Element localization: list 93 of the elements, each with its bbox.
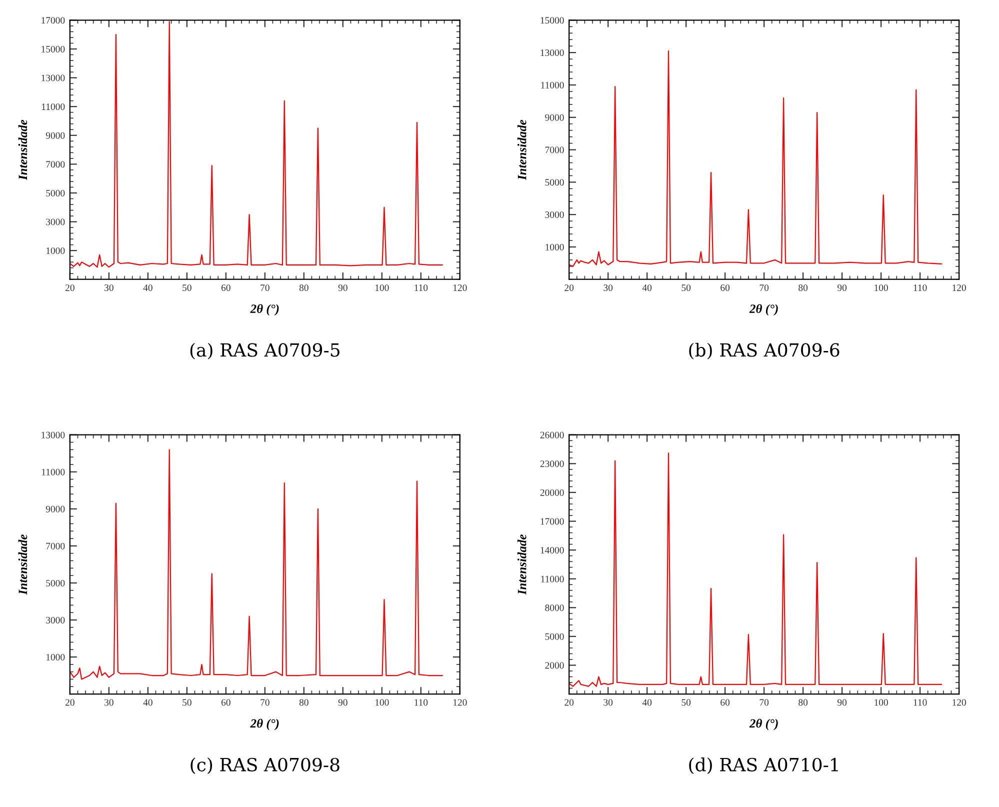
- x-tick-label: 60: [720, 284, 730, 292]
- y-tick-label: 3000: [545, 211, 564, 218]
- x-tick-label: 80: [299, 699, 308, 706]
- x-tick-label: 40: [143, 699, 152, 706]
- y-tick-label: 17000: [42, 17, 65, 24]
- y-tick-label: 7000: [545, 146, 564, 154]
- x-tick-label: 120: [453, 699, 467, 706]
- line-series: [569, 50, 942, 267]
- x-tick-label: 100: [874, 699, 888, 706]
- y-tick-label: 23000: [540, 460, 564, 468]
- x-tick-label: 90: [338, 284, 348, 292]
- x-tick-label: 70: [260, 699, 270, 706]
- y-tick-label: 15000: [42, 46, 65, 52]
- x-tick-label: 30: [604, 699, 613, 706]
- y-tick-label: 5000: [46, 190, 65, 196]
- x-tick-label: 40: [143, 284, 152, 292]
- y-tick-label: 9000: [46, 506, 65, 512]
- y-tick-label: 26000: [540, 432, 564, 438]
- text: (d) RAS A0710-1: [689, 757, 838, 774]
- x-tick-label: 60: [221, 699, 230, 706]
- x-tick-label: 20: [65, 284, 74, 292]
- text: (a) RAS A0709-5: [190, 342, 340, 360]
- x-tick-label: 50: [182, 699, 192, 706]
- x-tick-label: 110: [414, 699, 428, 706]
- x-tick-label: 50: [182, 284, 192, 292]
- x-tick-label: 80: [798, 699, 808, 706]
- y-tick-label: 13000: [42, 74, 65, 82]
- y-tick-label: 11000: [541, 576, 564, 582]
- y-tick-label: 9000: [46, 132, 65, 139]
- line-series: [569, 452, 942, 687]
- x-tick-label: 100: [375, 699, 389, 706]
- x-tick-label: 70: [760, 284, 769, 292]
- x-tick-label: 40: [642, 284, 652, 292]
- x-tick-label: 120: [453, 284, 467, 292]
- x-tick-label: 90: [838, 699, 847, 706]
- y-tick-label: 9000: [545, 114, 564, 121]
- x-tick-label: 80: [798, 284, 808, 292]
- x-tick-label: 30: [104, 284, 114, 292]
- y-tick-label: 2000: [545, 662, 564, 669]
- y-tick-label: 11000: [42, 103, 65, 110]
- x-tick-label: 120: [952, 284, 966, 292]
- x-tick-label: 100: [874, 284, 888, 292]
- y-axis-title: Intensidade: [517, 534, 526, 595]
- y-axis-title: Intensidade: [18, 534, 28, 595]
- x-tick-label: 80: [299, 284, 308, 292]
- x-tick-label: 20: [564, 284, 574, 292]
- x-tick-label: 70: [760, 699, 769, 706]
- x-tick-label: 100: [375, 284, 389, 292]
- x-tick-label: 70: [260, 284, 270, 292]
- x-tick-label: 40: [642, 699, 652, 706]
- x-axis-title: 2θ (°): [749, 304, 778, 316]
- y-tick-label: 5000: [545, 633, 564, 640]
- x-tick-label: 30: [604, 284, 613, 292]
- y-tick-label: 11000: [541, 82, 564, 88]
- text: (c) RAS A0709-8: [190, 757, 340, 774]
- line-series: [70, 449, 443, 680]
- y-tick-label: 11000: [42, 468, 65, 476]
- x-tick-label: 110: [914, 284, 927, 292]
- x-tick-label: 50: [682, 284, 691, 292]
- y-tick-label: 13000: [42, 432, 65, 438]
- line-series: [70, 21, 443, 268]
- y-tick-label: 1000: [546, 244, 564, 250]
- y-tick-label: 1000: [46, 654, 65, 660]
- x-tick-label: 20: [564, 699, 574, 706]
- y-tick-label: 3000: [46, 218, 65, 226]
- y-axis-title: Intensidade: [18, 120, 28, 180]
- x-axis-title: 2θ (°): [250, 718, 279, 730]
- x-tick-label: 110: [414, 284, 428, 292]
- y-tick-label: 5000: [545, 179, 564, 186]
- x-tick-label: 60: [720, 699, 730, 706]
- x-tick-label: 50: [682, 699, 691, 706]
- x-tick-label: 20: [65, 699, 74, 706]
- y-tick-label: 1000: [46, 247, 65, 254]
- y-axis-title: Intensidade: [517, 120, 526, 180]
- text: (b) RAS A0709-6: [689, 342, 840, 360]
- x-tick-label: 110: [914, 699, 927, 706]
- y-tick-label: 8000: [545, 604, 564, 612]
- y-tick-label: 5000: [46, 580, 65, 586]
- x-tick-label: 60: [221, 284, 230, 292]
- x-tick-label: 30: [104, 699, 114, 706]
- y-tick-label: 7000: [46, 542, 65, 550]
- x-tick-label: 120: [952, 699, 966, 706]
- x-tick-label: 90: [338, 699, 348, 706]
- x-tick-label: 90: [838, 284, 847, 292]
- x-axis-title: 2θ (°): [250, 304, 279, 316]
- y-tick-label: 3000: [46, 616, 65, 624]
- y-tick-label: 20000: [540, 489, 564, 496]
- x-axis-title: 2θ (°): [749, 718, 778, 730]
- y-tick-label: 15000: [540, 17, 564, 24]
- y-tick-label: 13000: [540, 49, 564, 56]
- y-tick-label: 17000: [540, 518, 564, 525]
- y-tick-label: 14000: [540, 546, 564, 554]
- y-tick-label: 7000: [46, 161, 65, 168]
